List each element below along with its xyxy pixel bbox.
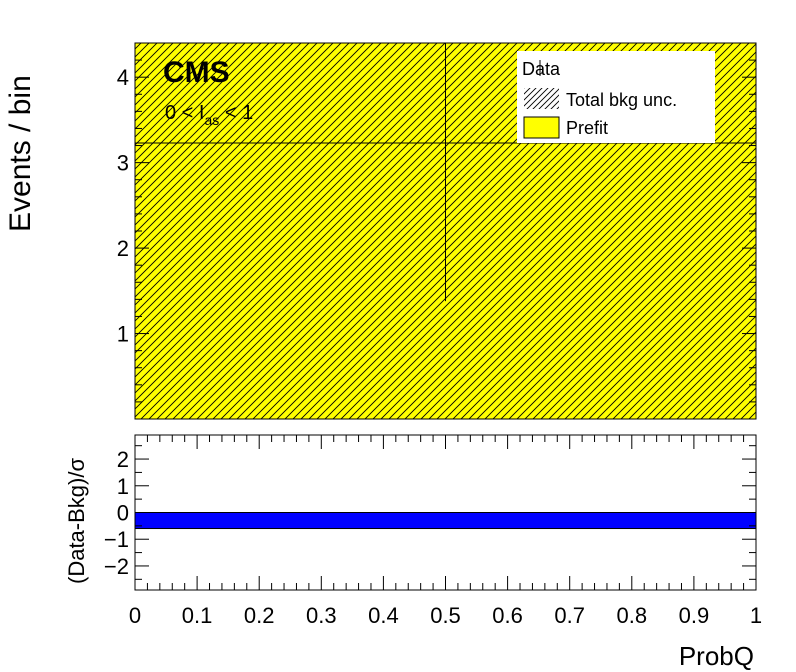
x-tick-label: 0.8 (617, 603, 648, 628)
x-tick-label: 0.1 (182, 603, 213, 628)
x-axis-label: ProbQ (679, 641, 754, 671)
upper-panel: 1 2 3 4 CMS 0 < Ias < 1 Data Total bkg unc.… (4, 42, 757, 420)
pull-y-tick-label: −2 (104, 554, 129, 579)
legend-unc-label: Total bkg unc. (566, 90, 677, 110)
legend-unc-swatch (524, 88, 559, 109)
lower-x-axis: 0 0.1 0.2 0.3 0.4 0.5 0.6 0.7 0.8 0.9 1 (129, 435, 762, 628)
legend-prefit-swatch (523, 116, 560, 139)
y-tick-label: 1 (117, 322, 129, 347)
pull-y-tick-label: 2 (117, 447, 129, 472)
x-tick-label: 0.9 (679, 603, 710, 628)
experiment-label: CMS (163, 56, 230, 89)
pull-band (134, 512, 757, 530)
y-tick-label: 3 (117, 151, 129, 176)
lower-y-label: (Data-Bkg)/σ (64, 458, 89, 584)
y-tick-label: 4 (117, 65, 129, 90)
x-tick-label: 0.5 (430, 603, 461, 628)
pull-y-tick-label: 1 (117, 474, 129, 499)
upper-y-label: Events / bin (4, 75, 37, 232)
x-tick-label: 0.4 (368, 603, 399, 628)
x-tick-label: 0.2 (244, 603, 275, 628)
pull-y-tick-label: −1 (104, 527, 129, 552)
x-tick-label: 0.6 (492, 603, 523, 628)
x-tick-label: 0 (129, 603, 141, 628)
x-tick-label: 0.3 (306, 603, 337, 628)
y-tick-label: 2 (117, 236, 129, 261)
pull-y-tick-label: 0 (117, 501, 129, 526)
x-tick-label: 1 (750, 603, 762, 628)
legend: Data Total bkg unc. Prefit (517, 51, 715, 143)
pull-bar (134, 512, 757, 530)
upper-y-axis: 1 2 3 4 (117, 59, 756, 403)
legend-prefit-label: Prefit (566, 118, 608, 138)
x-tick-label: 0.7 (554, 603, 585, 628)
selection-label: 0 < Ias < 1 (165, 102, 253, 128)
legend-data-label: Data (522, 59, 561, 79)
